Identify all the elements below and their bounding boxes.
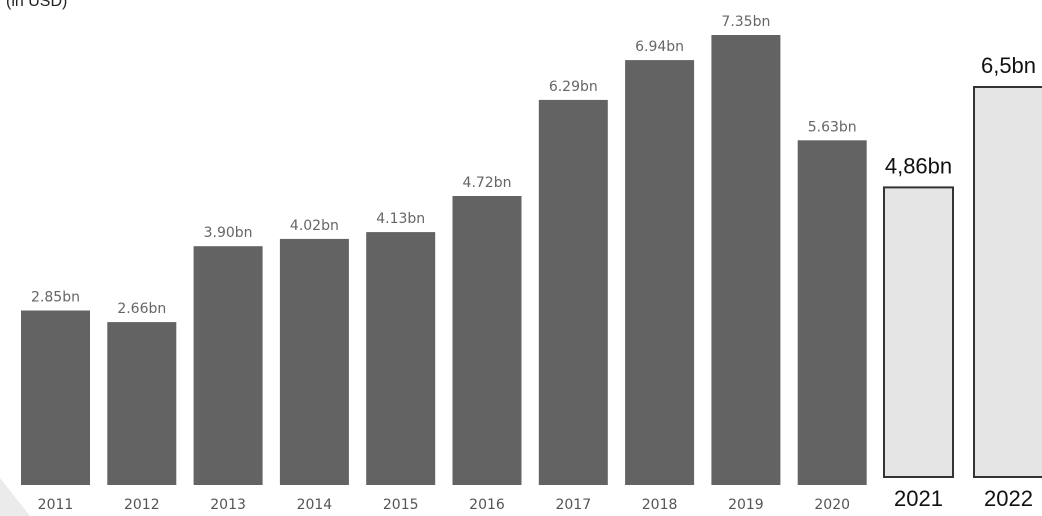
value-label-2013: 3.90bn [204, 225, 253, 241]
category-label-2011: 2011 [38, 497, 74, 513]
value-label-2021: 4,86bn [885, 153, 952, 178]
category-label-2022: 2022 [984, 486, 1033, 511]
category-label-2019: 2019 [728, 497, 764, 513]
bar-2014 [279, 238, 349, 485]
value-label-2011: 2.85bn [31, 290, 80, 306]
bar-2013 [193, 246, 263, 485]
bar-2017 [538, 99, 608, 486]
category-label-2021: 2021 [894, 486, 943, 511]
category-label-2012: 2012 [124, 497, 160, 513]
value-label-2016: 4.72bn [463, 175, 512, 191]
bar-2012 [107, 322, 177, 485]
category-label-2013: 2013 [210, 497, 246, 513]
value-label-group: 2.85bn 2.66bn 3.90bn 4.02bn 4.13bn 4.72bn 6.29… [31, 14, 1036, 317]
value-label-2015: 4.13bn [376, 211, 425, 227]
chart-subtitle: (in USD) [6, 0, 67, 10]
value-label-2014: 4.02bn [290, 218, 339, 234]
corner-decoration [0, 478, 30, 516]
value-label-2017: 6.29bn [549, 79, 598, 95]
bar-group [21, 35, 1042, 486]
category-label-2017: 2017 [555, 497, 591, 513]
bar-2020 [797, 140, 867, 486]
category-label-2020: 2020 [814, 497, 850, 513]
bar-2018 [625, 60, 695, 485]
category-label-2015: 2015 [383, 497, 419, 513]
value-label-2012: 2.66bn [117, 301, 166, 317]
category-label-group: 2011 2012 2013 2014 2015 2016 2017 2018 2019 2020… [38, 486, 1033, 513]
value-label-2019: 7.35bn [721, 14, 770, 30]
value-label-2018: 6.94bn [635, 39, 684, 55]
bar-2011 [21, 310, 90, 485]
bar-2021 [883, 186, 954, 478]
value-label-2020: 5.63bn [808, 119, 857, 135]
bar-2022 [973, 86, 1042, 478]
bar-2015 [366, 232, 436, 485]
category-label-2014: 2014 [297, 497, 333, 513]
category-label-2016: 2016 [469, 497, 505, 513]
bar-2019 [711, 35, 781, 485]
category-label-2018: 2018 [642, 497, 678, 513]
bar-2016 [452, 196, 522, 485]
value-label-2022: 6,5bn [981, 53, 1036, 78]
